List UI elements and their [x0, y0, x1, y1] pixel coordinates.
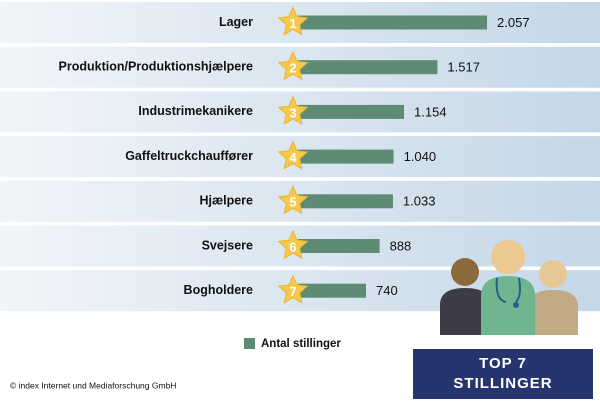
badge-line: STILLINGER [453, 375, 552, 392]
rank-number: 3 [289, 105, 296, 120]
rank-star [277, 50, 309, 81]
category-label: Industrimekanikere [138, 104, 253, 118]
rank-star [277, 140, 309, 170]
rank-number: 1 [289, 16, 296, 31]
badge-line: TOP 7 [479, 355, 527, 372]
value-label: 1.154 [414, 104, 447, 119]
value-label: 1.033 [403, 194, 436, 209]
value-label: 888 [390, 238, 412, 253]
bar [298, 149, 394, 164]
rank-number: 5 [289, 195, 296, 210]
legend-swatch [244, 338, 255, 349]
rank-star [277, 274, 309, 304]
rank-star [277, 95, 309, 125]
value-label: 1.517 [447, 60, 480, 75]
bar [298, 283, 367, 298]
category-label: Gaffeltruckchauffører [125, 149, 253, 163]
category-label: Produktion/Produktionshjælpere [59, 59, 254, 73]
source: © index Internet und Mediaforschung GmbH [10, 380, 176, 390]
bar [298, 194, 393, 209]
rank-star [277, 229, 309, 260]
category-label: Lager [219, 15, 253, 29]
legend-label: Antal stillinger [261, 338, 341, 350]
bar [298, 239, 380, 253]
category-label: Svejsere [202, 238, 253, 252]
rank-star [277, 6, 309, 36]
bar [298, 60, 438, 75]
badge [413, 349, 593, 399]
people-illustration [440, 240, 578, 335]
bar [298, 104, 405, 119]
bar [298, 15, 488, 30]
rank-star [277, 185, 309, 215]
value-label: 1.040 [404, 149, 437, 164]
rank-number: 4 [289, 150, 297, 165]
category-label: Bogholdere [184, 283, 253, 297]
rank-number: 2 [289, 61, 296, 76]
rank-number: 7 [289, 284, 296, 299]
rank-number: 6 [289, 239, 296, 254]
category-label: Hjælpere [200, 194, 254, 208]
value-label: 740 [376, 283, 398, 298]
value-label: 2.057 [497, 15, 530, 30]
